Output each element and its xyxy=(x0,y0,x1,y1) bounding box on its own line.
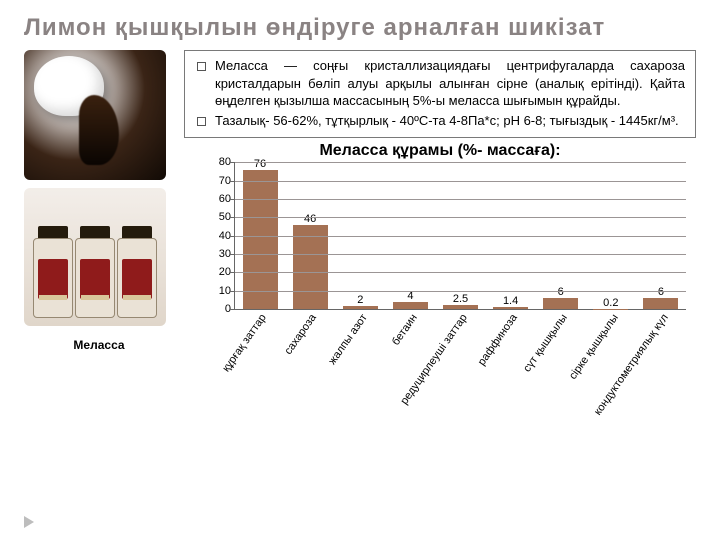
xtick-label: құрғақ заттар xyxy=(220,312,269,374)
ytick-label: 30 xyxy=(207,248,231,260)
bar: 6 xyxy=(543,298,578,309)
molasses-pouring-image xyxy=(24,50,166,180)
ytick-label: 60 xyxy=(207,193,231,205)
ytick-label: 50 xyxy=(207,211,231,223)
bar-value-label: 76 xyxy=(243,158,278,170)
xtick-label: бетаин xyxy=(390,312,420,348)
bar: 76 xyxy=(243,170,278,310)
ytick-label: 20 xyxy=(207,266,231,278)
xtick-label: сахароза xyxy=(283,312,319,357)
molasses-bottles-image xyxy=(24,188,166,326)
bar-value-label: 2.5 xyxy=(443,293,478,305)
right-column: Меласса — соңғы кристаллизациядағы центр… xyxy=(174,50,696,362)
bar-value-label: 6 xyxy=(643,286,678,298)
content-row: Меласса Меласса — соңғы кристаллизацияда… xyxy=(0,46,720,362)
bar: 6 xyxy=(643,298,678,309)
bar-value-label: 2 xyxy=(343,294,378,306)
ytick-label: 10 xyxy=(207,285,231,297)
desc-item-1: Меласса — соңғы кристаллизациядағы центр… xyxy=(211,57,685,110)
bar-value-label: 0.2 xyxy=(593,297,628,309)
ytick-label: 70 xyxy=(207,175,231,187)
bar: 4 xyxy=(393,302,428,309)
bar: 46 xyxy=(293,225,328,310)
ytick-label: 40 xyxy=(207,230,231,242)
ytick-label: 0 xyxy=(207,303,231,315)
slide: Лимон қышқылын өндіруге арналған шикізат… xyxy=(0,0,720,540)
image-caption: Меласса xyxy=(24,334,174,356)
bar-value-label: 1.4 xyxy=(493,295,528,307)
bar: 2.5 xyxy=(443,305,478,310)
page-title: Лимон қышқылын өндіруге арналған шикізат xyxy=(0,0,720,46)
bar-chart: 7646242.51.460.26 01020304050607080 құрғ… xyxy=(204,162,696,362)
desc-item-2: Тазалық- 56-62%, тұтқырлық - 40ºС-та 4-8… xyxy=(211,112,685,130)
chart-container: Меласса құрамы (%- массаға): 7646242.51.… xyxy=(184,140,696,362)
bar-value-label: 46 xyxy=(293,213,328,225)
bar-value-label: 6 xyxy=(543,286,578,298)
ytick-label: 80 xyxy=(207,156,231,168)
nav-arrow-icon[interactable] xyxy=(24,516,34,528)
left-column: Меласса xyxy=(24,50,174,362)
bar: 1.4 xyxy=(493,307,528,310)
bar: 2 xyxy=(343,306,378,310)
description-box: Меласса — соңғы кристаллизациядағы центр… xyxy=(184,50,696,138)
